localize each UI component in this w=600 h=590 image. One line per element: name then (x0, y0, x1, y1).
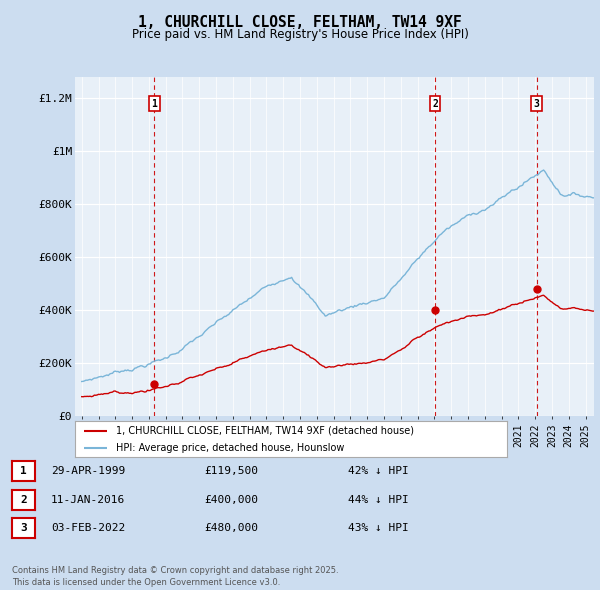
Text: 1: 1 (20, 467, 27, 476)
Text: 42% ↓ HPI: 42% ↓ HPI (348, 467, 409, 476)
Text: 44% ↓ HPI: 44% ↓ HPI (348, 495, 409, 504)
Text: 2: 2 (20, 495, 27, 504)
Text: 2: 2 (432, 99, 438, 109)
Text: 3: 3 (20, 523, 27, 533)
Text: 1, CHURCHILL CLOSE, FELTHAM, TW14 9XF (detached house): 1, CHURCHILL CLOSE, FELTHAM, TW14 9XF (d… (116, 426, 414, 436)
Text: Price paid vs. HM Land Registry's House Price Index (HPI): Price paid vs. HM Land Registry's House … (131, 28, 469, 41)
Text: HPI: Average price, detached house, Hounslow: HPI: Average price, detached house, Houn… (116, 443, 344, 453)
Text: £400,000: £400,000 (204, 495, 258, 504)
Text: 3: 3 (534, 99, 539, 109)
Text: £480,000: £480,000 (204, 523, 258, 533)
Text: 03-FEB-2022: 03-FEB-2022 (51, 523, 125, 533)
Text: 43% ↓ HPI: 43% ↓ HPI (348, 523, 409, 533)
Text: Contains HM Land Registry data © Crown copyright and database right 2025.
This d: Contains HM Land Registry data © Crown c… (12, 566, 338, 587)
Text: 11-JAN-2016: 11-JAN-2016 (51, 495, 125, 504)
Text: 1, CHURCHILL CLOSE, FELTHAM, TW14 9XF: 1, CHURCHILL CLOSE, FELTHAM, TW14 9XF (138, 15, 462, 30)
Text: 1: 1 (151, 99, 157, 109)
Text: 29-APR-1999: 29-APR-1999 (51, 467, 125, 476)
Text: £119,500: £119,500 (204, 467, 258, 476)
